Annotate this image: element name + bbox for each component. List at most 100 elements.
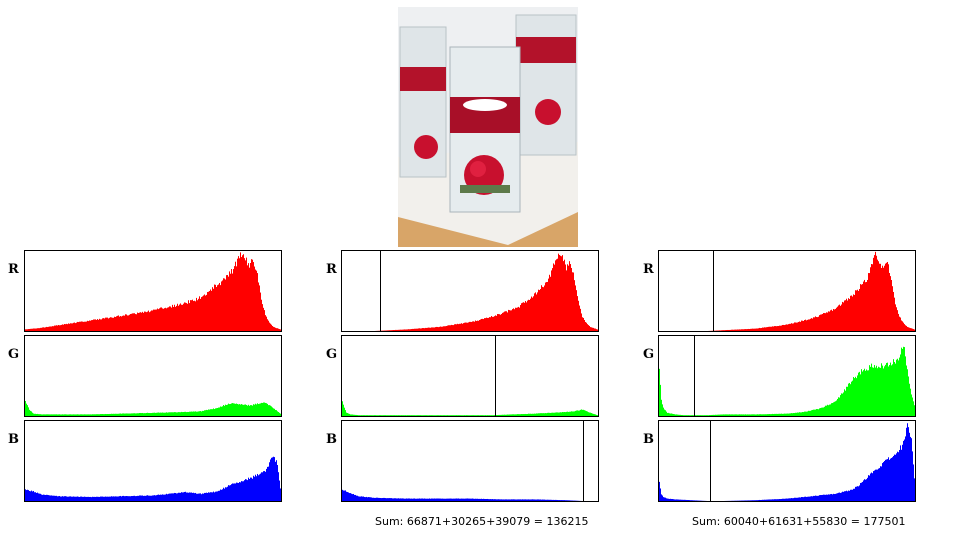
histogram-bar — [799, 412, 800, 416]
histogram-bar — [407, 415, 408, 416]
histogram-bar — [181, 304, 182, 331]
histogram-bar — [722, 330, 723, 331]
histogram-bar — [782, 498, 783, 501]
histogram-bar — [731, 414, 732, 416]
histogram-bar — [516, 499, 517, 501]
histogram-bar — [137, 413, 138, 416]
histogram-bar — [437, 415, 438, 416]
histogram-bar — [512, 309, 513, 331]
histogram-bar — [185, 491, 186, 501]
histogram-bar — [871, 363, 872, 416]
histogram-bar — [802, 412, 803, 416]
histogram-bar — [778, 413, 779, 416]
histogram-bar — [38, 493, 39, 501]
histogram-bar — [882, 365, 883, 416]
histogram-bar — [748, 500, 749, 501]
histogram-bar — [577, 296, 578, 331]
histogram-bar — [905, 325, 906, 331]
histogram-bar — [135, 314, 136, 331]
histogram-bar — [499, 414, 500, 416]
histogram-bar — [902, 348, 903, 416]
histogram-bar — [131, 413, 132, 416]
histogram-bar — [55, 325, 56, 331]
histogram-bar — [481, 415, 482, 416]
histogram-bar — [372, 497, 373, 501]
histogram-bar — [763, 327, 764, 331]
histogram-bar — [355, 494, 356, 501]
histogram-bar — [112, 496, 113, 501]
histogram-bar — [583, 409, 584, 416]
histogram-bar — [241, 481, 242, 501]
histogram-bar — [174, 412, 175, 416]
histogram-bar — [391, 415, 392, 416]
histogram-bar — [71, 496, 72, 501]
histogram-bar — [742, 329, 743, 331]
histogram-bar — [65, 496, 66, 501]
histogram-bar — [263, 402, 264, 416]
histogram-bars — [25, 252, 281, 331]
histogram-bar — [473, 415, 474, 416]
histogram-bar — [904, 347, 905, 416]
histogram-bar — [393, 415, 394, 416]
histogram-bar — [94, 319, 95, 331]
histogram-bar — [257, 273, 258, 331]
histogram-bar — [908, 427, 909, 501]
histogram-bar — [822, 313, 823, 331]
histogram-bar — [427, 498, 428, 501]
histogram-bar — [832, 402, 833, 416]
histogram-bar — [142, 412, 143, 416]
histogram-bar — [497, 314, 498, 331]
histogram-bar — [250, 405, 251, 416]
histogram-bar — [442, 415, 443, 416]
histogram-bar — [864, 368, 865, 416]
histogram-bar — [448, 498, 449, 501]
histogram-bar — [709, 415, 710, 416]
histogram-bar — [469, 321, 470, 331]
histogram-bar — [50, 326, 51, 331]
histogram-bar — [496, 415, 497, 416]
histogram-bar — [505, 311, 506, 331]
histogram-bar — [228, 276, 229, 331]
histogram-bar — [377, 415, 378, 416]
histogram-bar — [850, 295, 851, 331]
histogram-bar — [407, 329, 408, 331]
histogram-bar — [562, 412, 563, 416]
histogram-bar — [274, 327, 275, 331]
histogram-bar — [180, 303, 181, 331]
histogram-bar — [448, 325, 449, 331]
histogram-bar — [449, 415, 450, 416]
histogram-bar — [251, 405, 252, 416]
histogram-bar — [389, 330, 390, 331]
histogram-bar — [231, 484, 232, 501]
histogram-bar — [792, 323, 793, 331]
histogram-bar — [357, 495, 358, 501]
histogram-bar — [777, 413, 778, 416]
histogram-bar — [543, 287, 544, 331]
histogram-bar — [511, 310, 512, 331]
histogram-bar — [383, 497, 384, 501]
histogram-bar — [816, 409, 817, 416]
histogram-bar — [116, 496, 117, 501]
histogram-bar — [163, 308, 164, 331]
histogram-bar — [35, 328, 36, 331]
histogram-bar — [113, 496, 114, 501]
histogram-bar — [177, 493, 178, 501]
histogram-bar — [753, 328, 754, 331]
histogram-bar — [280, 488, 281, 501]
histogram-bar — [61, 414, 62, 416]
histogram-bar — [670, 498, 671, 501]
histogram-bar — [417, 328, 418, 331]
histogram-bar — [479, 415, 480, 416]
histogram-bar — [452, 498, 453, 501]
histogram-bar — [91, 497, 92, 501]
histogram-bar — [64, 414, 65, 416]
histogram-bar — [692, 500, 693, 501]
histogram-bar — [452, 325, 453, 331]
histogram-bar — [805, 496, 806, 501]
histogram-bar — [914, 478, 915, 501]
histogram-bar — [749, 329, 750, 331]
histogram-bar — [783, 324, 784, 331]
histogram-bar — [140, 495, 141, 501]
histogram-bar — [767, 499, 768, 501]
histogram-bar — [159, 308, 160, 331]
